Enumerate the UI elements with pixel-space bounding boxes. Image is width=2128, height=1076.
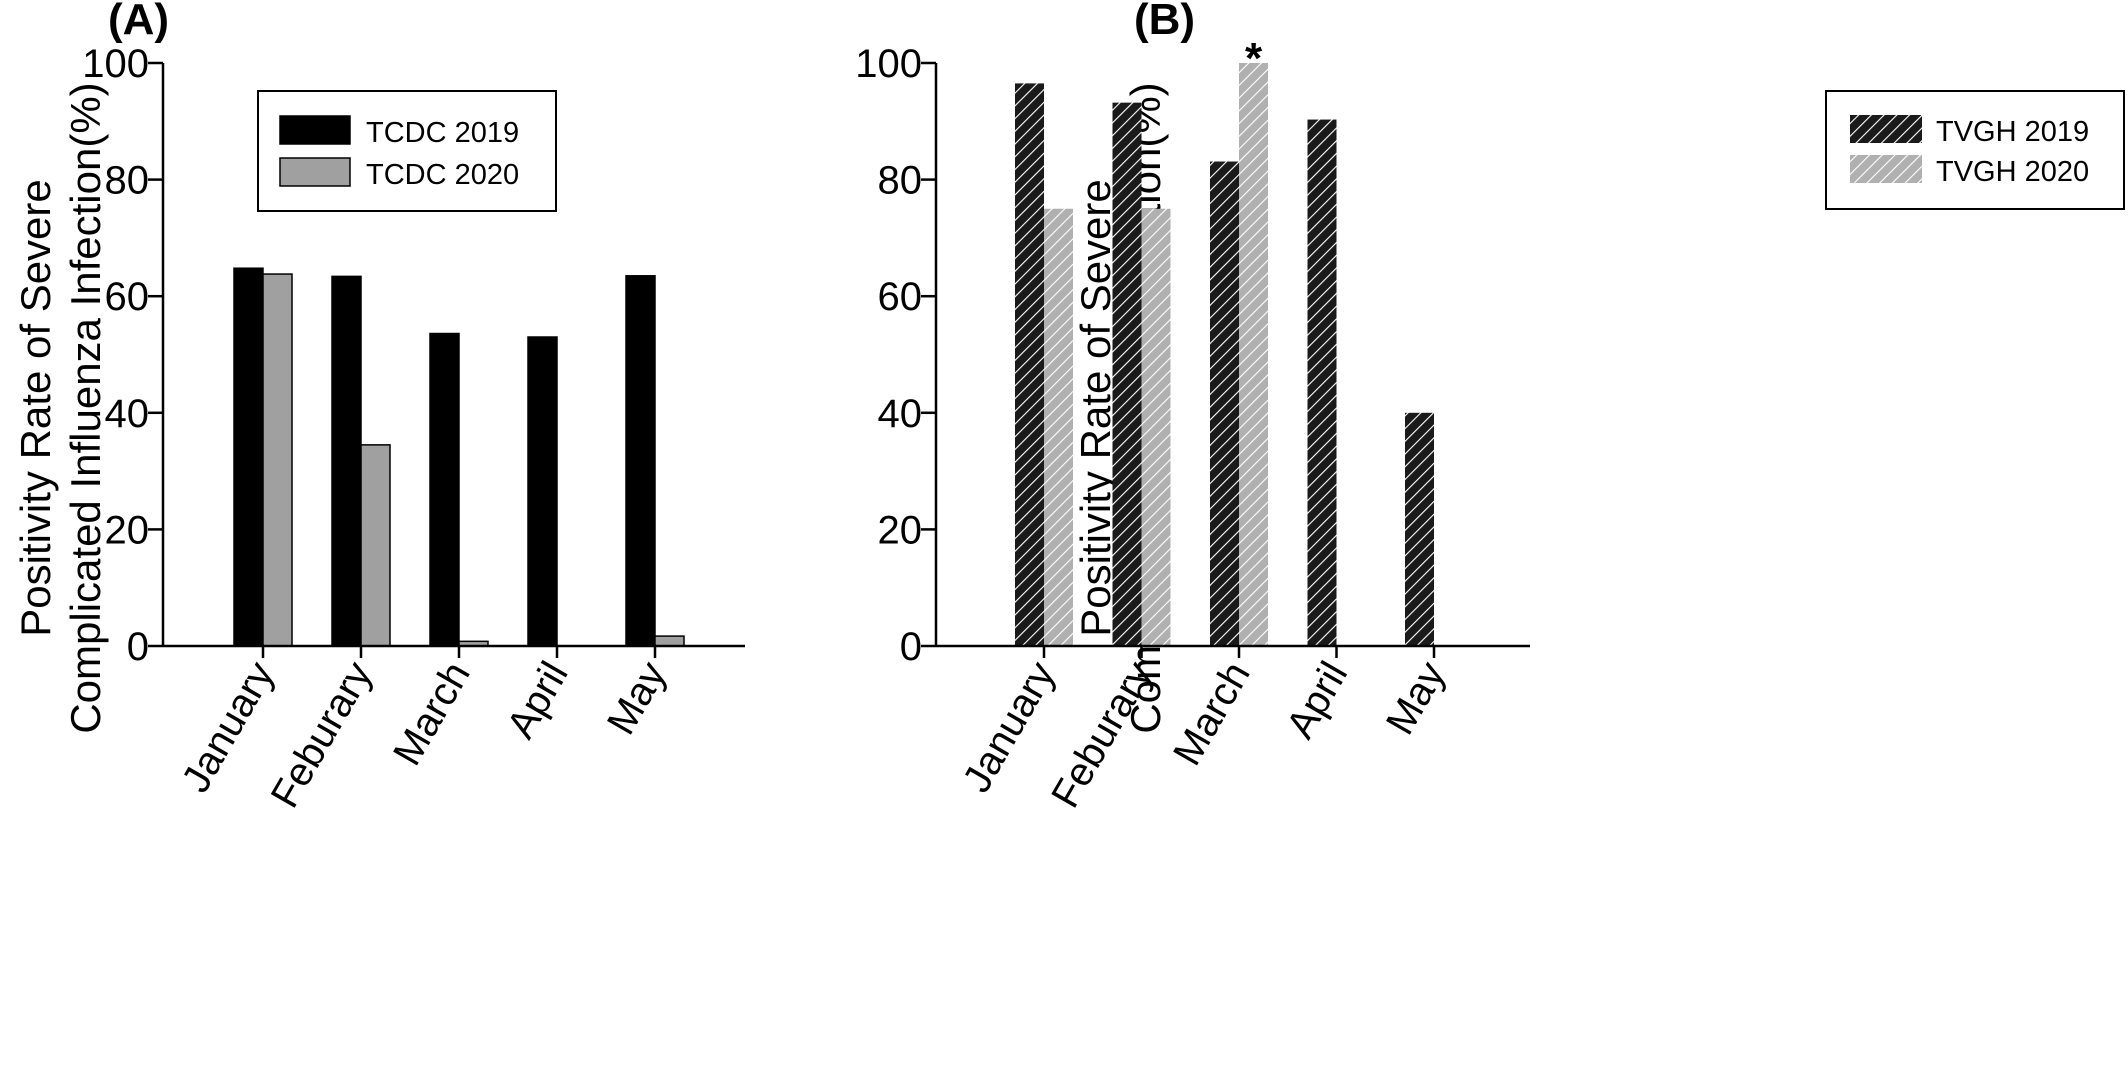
- panel-a-legend-swatch-2019: [279, 115, 351, 145]
- panel-a-bar-january-2019: [233, 267, 264, 647]
- panel-b-bar-may-2019: [1405, 412, 1434, 646]
- panel-a-y-axis-title: Positivity Rate of Severe Complicated In…: [12, 82, 109, 733]
- panel-b-bar-march-2019: [1210, 161, 1239, 647]
- panel-a-x-tick-label-april: April: [499, 655, 577, 746]
- panel-a: (A) Positivity Rate of Severe Complicate…: [12, 0, 745, 815]
- panel-a-bar-feburary-2019: [331, 275, 362, 647]
- panel-a-y-tick-label: 20: [105, 508, 150, 552]
- panel-a-bar-feburary-2020: [360, 444, 391, 647]
- panel-a-ylabel-line2: Complicated Influenza Infection(%): [62, 82, 109, 733]
- panel-a-legend-box: [257, 90, 557, 212]
- panel-b-legend-box: [1825, 90, 2125, 210]
- panel-b-y-tick-label: 40: [878, 392, 923, 436]
- panel-a-label: (A): [108, 0, 169, 44]
- panel-a-legend-label-2019: TCDC 2019: [366, 117, 519, 149]
- panel-b-legend: TVGH 2019 TVGH 2020: [1825, 90, 2125, 210]
- panel-a-x-tick-label-january: January: [174, 655, 283, 800]
- panel-b-legend-label-2019: TVGH 2019: [1936, 116, 2089, 148]
- panel-b-x-tick-label-april: April: [1278, 655, 1356, 746]
- panel-b-bar-april-2019: [1307, 119, 1337, 646]
- panel-b-bar-march-2020: [1239, 63, 1268, 646]
- panel-b-bar-feburary-2020: [1141, 208, 1171, 646]
- panel-a-legend-label-2020: TCDC 2020: [366, 159, 519, 191]
- panel-a-bar-january-2020: [262, 273, 293, 647]
- panel-b-annotation-march: *: [1245, 34, 1263, 83]
- panel-b-x-tick-label-may: May: [1378, 655, 1454, 742]
- panel-b-bars: [1015, 63, 1434, 647]
- panel-a-legend: TCDC 2019 TCDC 2020: [257, 90, 557, 212]
- panel-b-x-tick-label-january: January: [955, 655, 1064, 800]
- panel-a-bar-april-2019: [527, 336, 558, 647]
- panel-b-legend-swatch-2020: [1850, 155, 1922, 183]
- panel-a-bars: [233, 267, 685, 647]
- panel-b-x-tick-label-march: March: [1165, 655, 1259, 773]
- panel-b-legend-label-2020: TVGH 2020: [1936, 156, 2089, 188]
- panel-a-x-tick-label-march: March: [385, 655, 479, 773]
- panel-a-ylabel-line1: Positivity Rate of Severe: [12, 179, 59, 637]
- panel-b-y-tick-label: 80: [878, 159, 923, 203]
- panel-b-label: (B): [1134, 0, 1195, 44]
- panel-a-y-tick-label: 80: [105, 159, 150, 203]
- panel-a-bar-march-2019: [429, 332, 460, 647]
- panel-b: (B) Positivity Rate of Severe Complicate…: [855, 0, 2125, 815]
- panel-a-legend-swatch-2020: [279, 157, 351, 187]
- panel-b-y-tick-label: 20: [878, 508, 923, 552]
- panel-a-y-tick-label: 60: [105, 275, 150, 319]
- panel-b-y-tick-label: 60: [878, 275, 923, 319]
- panel-b-bar-january-2020: [1044, 208, 1073, 646]
- panel-a-y-tick-label: 100: [82, 42, 149, 86]
- panel-b-bar-january-2019: [1015, 83, 1044, 646]
- panel-b-y-tick-label: 0: [900, 625, 922, 669]
- panel-a-bar-may-2020: [654, 635, 685, 647]
- panel-b-y-tick-label: 100: [855, 42, 922, 86]
- panel-a-y-tick-label: 40: [105, 392, 150, 436]
- panel-a-y-tick-label: 0: [127, 625, 149, 669]
- panel-a-x-tick-label-may: May: [599, 655, 675, 742]
- panel-b-ylabel-line1: Positivity Rate of Severe: [1072, 179, 1119, 637]
- panel-b-legend-swatch-2019: [1850, 115, 1922, 143]
- panel-b-bar-feburary-2019: [1112, 102, 1142, 647]
- panel-a-bar-may-2019: [625, 275, 656, 647]
